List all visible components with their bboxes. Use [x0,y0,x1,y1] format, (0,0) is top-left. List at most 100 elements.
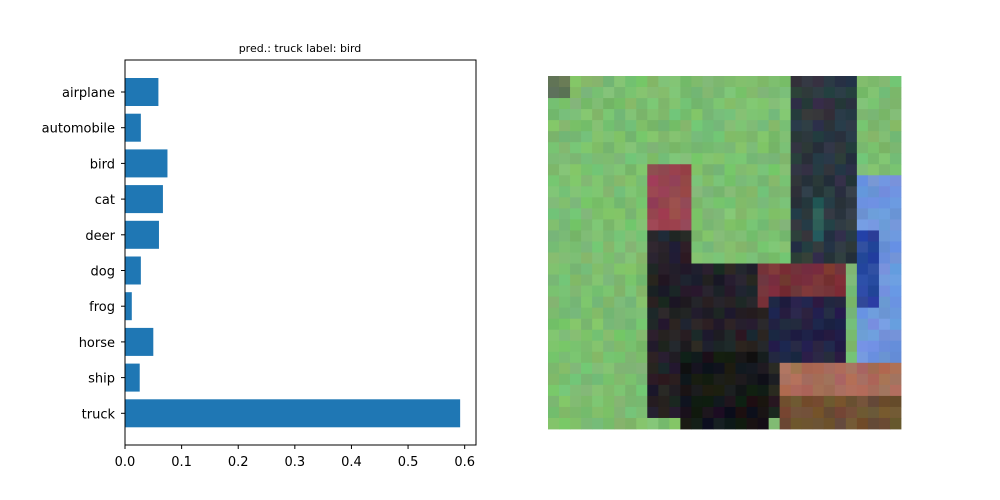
image-pixel [746,230,758,242]
image-pixel [746,142,758,154]
image-pixel [581,120,593,132]
image-pixel [570,131,582,143]
image-pixel [724,87,736,99]
image-pixel [768,219,781,231]
image-pixel [746,395,758,408]
image-pixel [768,208,781,220]
image-pixel [614,131,626,143]
image-pixel [801,98,814,110]
image-pixel [845,120,858,132]
image-pixel [713,131,725,143]
image-pixel [768,109,781,121]
image-pixel [724,329,736,342]
image-pixel [801,362,814,375]
image-pixel [779,373,792,386]
image-pixel [581,153,593,165]
image-pixel [746,131,758,143]
image-pixel [570,384,582,397]
image-pixel [603,98,615,110]
image-pixel [801,241,814,253]
image-pixel [757,164,770,176]
image-pixel [834,263,847,275]
image-pixel [559,131,571,143]
image-pixel [647,318,659,331]
image-pixel [559,109,571,121]
image-pixel [647,120,659,132]
image-pixel [790,241,803,253]
image-pixel [757,208,770,220]
image-pixel [823,252,836,264]
image-pixel [548,87,560,99]
image-pixel [889,340,902,353]
image-pixel [856,417,869,430]
image-pixel [691,340,703,353]
image-pixel [548,318,560,331]
image-pixel [768,120,781,132]
image-pixel [680,307,692,320]
image-pixel [548,252,560,264]
image-pixel [614,417,626,430]
image-pixel [845,329,858,342]
image-pixel [790,153,803,165]
image-pixel [790,252,803,264]
image-pixel [658,307,670,320]
image-pixel [581,186,593,198]
image-pixel [746,87,758,99]
image-pixel [768,274,781,286]
image-pixel [878,197,891,209]
image-pixel [625,384,637,397]
image-pixel [812,384,825,397]
image-pixel [757,252,770,264]
image-pixel [812,153,825,165]
x-axis-ticks: 0.0 0.1 0.2 0.3 0.4 0.5 0.6 [115,445,475,470]
image-pixel [581,98,593,110]
image-pixel [614,109,626,121]
image-pixel [779,318,792,331]
image-pixel [812,230,825,242]
image-pixel [845,142,858,154]
image-pixel [757,175,770,187]
image-pixel [867,285,880,298]
image-pixel [625,131,637,143]
image-pixel [625,87,637,99]
image-pixel [790,417,803,430]
image-pixel [889,197,902,209]
image-pixel [779,351,792,364]
y-tick-label: automobile [42,122,115,137]
image-pixel [845,186,858,198]
image-pixel [834,373,847,386]
image-pixel [691,417,703,430]
image-pixel [889,131,902,143]
image-pixel [658,252,670,264]
image-pixel [735,285,747,298]
image-pixel [856,76,869,88]
image-pixel [889,98,902,110]
image-pixel [647,329,659,342]
image-pixel [680,197,692,209]
image-pixel [658,373,670,386]
image-pixel [625,318,637,331]
image-pixel [724,252,736,264]
image-pixel [702,252,714,264]
image-pixel [625,120,637,132]
image-pixel [845,362,858,375]
image-pixel [603,76,615,88]
image-pixel [867,186,880,198]
image-pixel [614,263,626,275]
image-pixel [867,109,880,121]
image-pixel [581,131,593,143]
image-pixel [856,186,869,198]
image-pixel [768,296,781,309]
image-pixel [581,164,593,176]
image-pixel [614,98,626,110]
image-pixel [669,263,681,275]
image-pixel [878,285,891,298]
image-pixel [625,175,637,187]
image-pixel [636,131,648,143]
image-pixel [867,340,880,353]
image-pixel [548,120,560,132]
image-pixel [790,142,803,154]
image-pixel [603,274,615,286]
image-pixel [779,175,792,187]
image-pixel [669,285,681,298]
